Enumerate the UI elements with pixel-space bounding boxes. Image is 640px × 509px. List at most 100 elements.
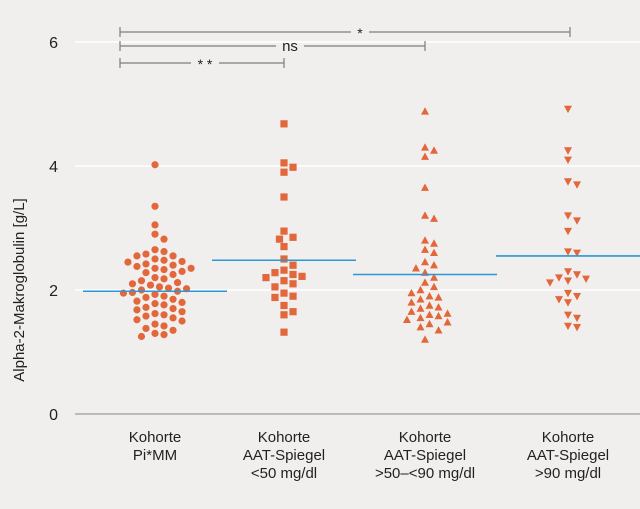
bracket-label: * *	[198, 56, 213, 72]
x-tick-label: <50 mg/dl	[251, 465, 317, 482]
data-point	[160, 301, 168, 309]
data-point	[151, 274, 159, 282]
data-point	[271, 293, 279, 302]
data-point	[425, 292, 434, 300]
data-point	[430, 214, 439, 222]
data-point	[160, 311, 168, 319]
data-point	[421, 278, 429, 286]
data-point	[289, 280, 297, 288]
data-point	[425, 310, 434, 318]
data-point	[564, 248, 572, 256]
bracket-label: ns	[282, 38, 298, 55]
data-point	[280, 277, 288, 285]
data-point	[573, 314, 582, 323]
data-point	[187, 264, 195, 272]
data-point	[554, 296, 563, 304]
data-point	[289, 233, 297, 241]
data-point	[178, 308, 186, 316]
data-point	[416, 313, 425, 322]
y-tick-label: 2	[49, 283, 58, 300]
data-point	[160, 235, 168, 243]
data-point	[416, 285, 425, 294]
data-point	[545, 279, 554, 287]
data-point	[280, 159, 288, 167]
data-point	[271, 283, 279, 291]
data-point	[434, 293, 443, 301]
data-point	[280, 328, 288, 336]
data-point	[133, 306, 141, 314]
data-point	[178, 298, 186, 306]
data-point	[564, 105, 572, 114]
data-point	[169, 270, 177, 279]
data-point	[178, 267, 186, 275]
data-point	[407, 298, 416, 306]
data-point	[564, 268, 572, 276]
data-point	[421, 257, 429, 266]
data-point	[430, 261, 439, 269]
data-point	[146, 281, 155, 289]
data-point	[564, 212, 572, 220]
y-tick-label: 6	[49, 35, 58, 52]
data-point	[443, 318, 452, 326]
data-point	[416, 295, 425, 303]
data-point	[151, 221, 159, 229]
x-tick-label: Kohorte	[258, 429, 311, 446]
data-point	[151, 264, 159, 272]
data-point	[564, 322, 572, 331]
data-point	[280, 301, 288, 310]
x-tick-label: Kohorte	[399, 429, 452, 446]
data-point	[280, 243, 288, 251]
data-point	[421, 183, 429, 191]
data-point	[407, 288, 416, 297]
data-point	[421, 211, 429, 219]
data-point	[434, 311, 443, 320]
median-lines	[83, 255, 640, 293]
data-point	[425, 301, 434, 309]
data-point	[164, 284, 173, 292]
data-point	[407, 307, 416, 315]
data-point	[169, 252, 177, 260]
data-point	[443, 309, 452, 317]
significance-brackets: * ns * *	[119, 25, 571, 72]
x-tick-label: AAT-Spiegel	[243, 447, 325, 464]
data-point	[430, 146, 439, 154]
data-point	[151, 246, 159, 254]
data-point	[151, 309, 159, 318]
data-point	[573, 293, 582, 301]
data-point	[142, 303, 150, 311]
data-point	[564, 299, 572, 307]
data-point	[142, 269, 150, 277]
data-point	[275, 235, 284, 243]
x-tick-label: >90 mg/dl	[535, 465, 601, 482]
data-point	[169, 314, 177, 322]
data-point	[280, 255, 288, 263]
data-point	[151, 230, 159, 238]
data-point	[124, 258, 132, 266]
y-axis-label: Alpha-2-Makroglobulin [g/L]	[11, 198, 28, 381]
data-point	[280, 266, 288, 274]
data-point	[133, 316, 141, 324]
data-point	[416, 304, 425, 312]
data-point	[564, 289, 572, 298]
data-point	[262, 274, 270, 282]
data-point	[564, 227, 572, 236]
data-point	[573, 181, 582, 189]
gridlines	[75, 41, 640, 291]
data-point	[298, 272, 306, 280]
data-point	[434, 326, 443, 334]
data-point	[160, 331, 168, 339]
data-point	[416, 323, 425, 331]
data-point	[160, 256, 168, 264]
data-point	[280, 289, 288, 297]
data-point	[173, 278, 182, 287]
data-point	[280, 120, 288, 128]
data-point	[573, 271, 582, 279]
data-point	[411, 264, 420, 272]
data-point	[142, 312, 150, 320]
data-point	[142, 250, 150, 258]
data-point	[573, 249, 582, 257]
data-point	[289, 292, 297, 300]
